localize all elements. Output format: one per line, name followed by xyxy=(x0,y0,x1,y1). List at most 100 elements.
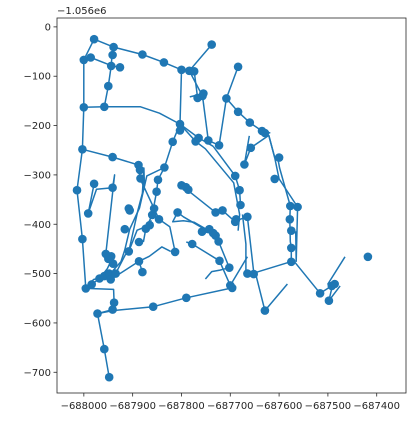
data-point-99 xyxy=(149,302,158,311)
data-point-57 xyxy=(108,183,117,192)
data-point-50 xyxy=(293,203,302,212)
data-point-6 xyxy=(116,63,125,72)
data-point-83 xyxy=(138,268,147,277)
data-point-81 xyxy=(171,248,180,257)
data-point-65 xyxy=(155,215,164,224)
data-point-71 xyxy=(243,213,252,222)
data-point-30 xyxy=(261,129,270,138)
data-point-4 xyxy=(108,51,117,60)
data-point-9 xyxy=(160,58,169,67)
x-tick-label-0: −688000 xyxy=(61,401,108,412)
y-axis-offset-label: −1.056e6 xyxy=(57,6,107,17)
data-point-40 xyxy=(184,185,193,194)
data-point-59 xyxy=(125,206,134,215)
data-point-66 xyxy=(173,208,182,217)
data-point-49 xyxy=(270,175,279,184)
data-point-102 xyxy=(100,345,109,354)
data-point-75 xyxy=(198,227,207,236)
data-point-84 xyxy=(135,257,144,266)
data-point-2 xyxy=(86,53,95,62)
data-point-68 xyxy=(218,206,227,215)
data-point-28 xyxy=(246,118,255,127)
data-point-0 xyxy=(90,35,99,44)
data-point-43 xyxy=(231,172,240,181)
y-tick-label-5: −500 xyxy=(24,269,51,280)
x-axis-ticks: −688000 −687900 −687800 −687700 −687600 −6875… xyxy=(61,393,400,412)
data-point-12 xyxy=(190,67,199,76)
data-point-114 xyxy=(111,269,120,278)
data-point-106 xyxy=(261,306,270,315)
data-point-27 xyxy=(234,108,243,117)
data-point-45 xyxy=(236,201,245,210)
data-point-98 xyxy=(108,305,117,314)
data-point-23 xyxy=(194,134,203,143)
data-point-82 xyxy=(145,221,154,230)
data-point-64 xyxy=(150,204,159,213)
data-point-80 xyxy=(215,257,224,266)
data-point-55 xyxy=(90,180,99,189)
x-tick-label-2: −687800 xyxy=(158,401,205,412)
y-tick-label-6: −600 xyxy=(24,318,51,329)
data-point-111 xyxy=(364,252,373,261)
data-point-70 xyxy=(232,215,241,224)
data-point-73 xyxy=(214,237,223,246)
y-tick-label-7: −700 xyxy=(24,368,51,379)
data-point-79 xyxy=(225,263,234,272)
x-tick-label-4: −687600 xyxy=(256,401,303,412)
data-point-47 xyxy=(247,144,256,153)
data-point-100 xyxy=(182,294,191,303)
data-point-37 xyxy=(168,138,177,147)
y-tick-label-3: −300 xyxy=(24,170,51,181)
data-point-13 xyxy=(207,40,216,49)
data-point-101 xyxy=(228,284,237,293)
data-point-113 xyxy=(287,226,296,235)
data-point-48 xyxy=(275,153,284,162)
data-point-51 xyxy=(286,215,295,224)
data-point-5 xyxy=(107,62,116,71)
data-point-87 xyxy=(87,280,96,289)
data-point-21 xyxy=(176,126,185,135)
data-point-25 xyxy=(215,141,224,150)
data-point-103 xyxy=(105,373,114,382)
data-point-7 xyxy=(104,82,113,91)
data-point-19 xyxy=(100,103,109,112)
data-point-105 xyxy=(249,270,258,279)
data-point-110 xyxy=(330,280,339,289)
data-point-32 xyxy=(108,153,117,162)
data-point-34 xyxy=(136,166,145,175)
data-point-17 xyxy=(199,89,208,98)
data-point-108 xyxy=(325,296,334,305)
y-tick-label-0: 0 xyxy=(45,22,51,33)
y-tick-label-4: −400 xyxy=(24,220,51,231)
x-tick-label-3: −687700 xyxy=(207,401,254,412)
data-point-54 xyxy=(73,186,82,195)
data-point-10 xyxy=(177,66,186,75)
y-tick-label-1: −100 xyxy=(24,72,51,83)
x-tick-label-1: −687900 xyxy=(109,401,156,412)
data-point-52 xyxy=(287,244,296,253)
y-axis-ticks: 0 −100 −200 −300 −400 −500 −600 −700 xyxy=(24,22,57,378)
data-point-115 xyxy=(125,247,134,256)
data-point-14 xyxy=(234,63,243,72)
data-point-36 xyxy=(160,163,169,172)
data-point-3 xyxy=(109,43,118,52)
data-point-24 xyxy=(204,136,213,145)
data-point-26 xyxy=(222,94,231,103)
x-tick-label-5: −687500 xyxy=(305,401,352,412)
data-point-35 xyxy=(136,174,145,183)
data-point-96 xyxy=(93,309,102,318)
data-point-76 xyxy=(205,225,214,234)
x-tick-label-6: −687400 xyxy=(353,401,400,412)
data-point-60 xyxy=(121,225,130,234)
data-point-78 xyxy=(188,240,197,249)
data-point-18 xyxy=(80,103,89,112)
data-point-31 xyxy=(78,145,87,154)
data-point-42 xyxy=(152,187,161,196)
data-point-85 xyxy=(78,235,87,244)
data-point-44 xyxy=(235,186,244,195)
data-point-112 xyxy=(286,202,295,211)
data-point-56 xyxy=(84,209,93,218)
y-tick-label-2: −200 xyxy=(24,121,51,132)
data-point-95 xyxy=(102,250,111,259)
